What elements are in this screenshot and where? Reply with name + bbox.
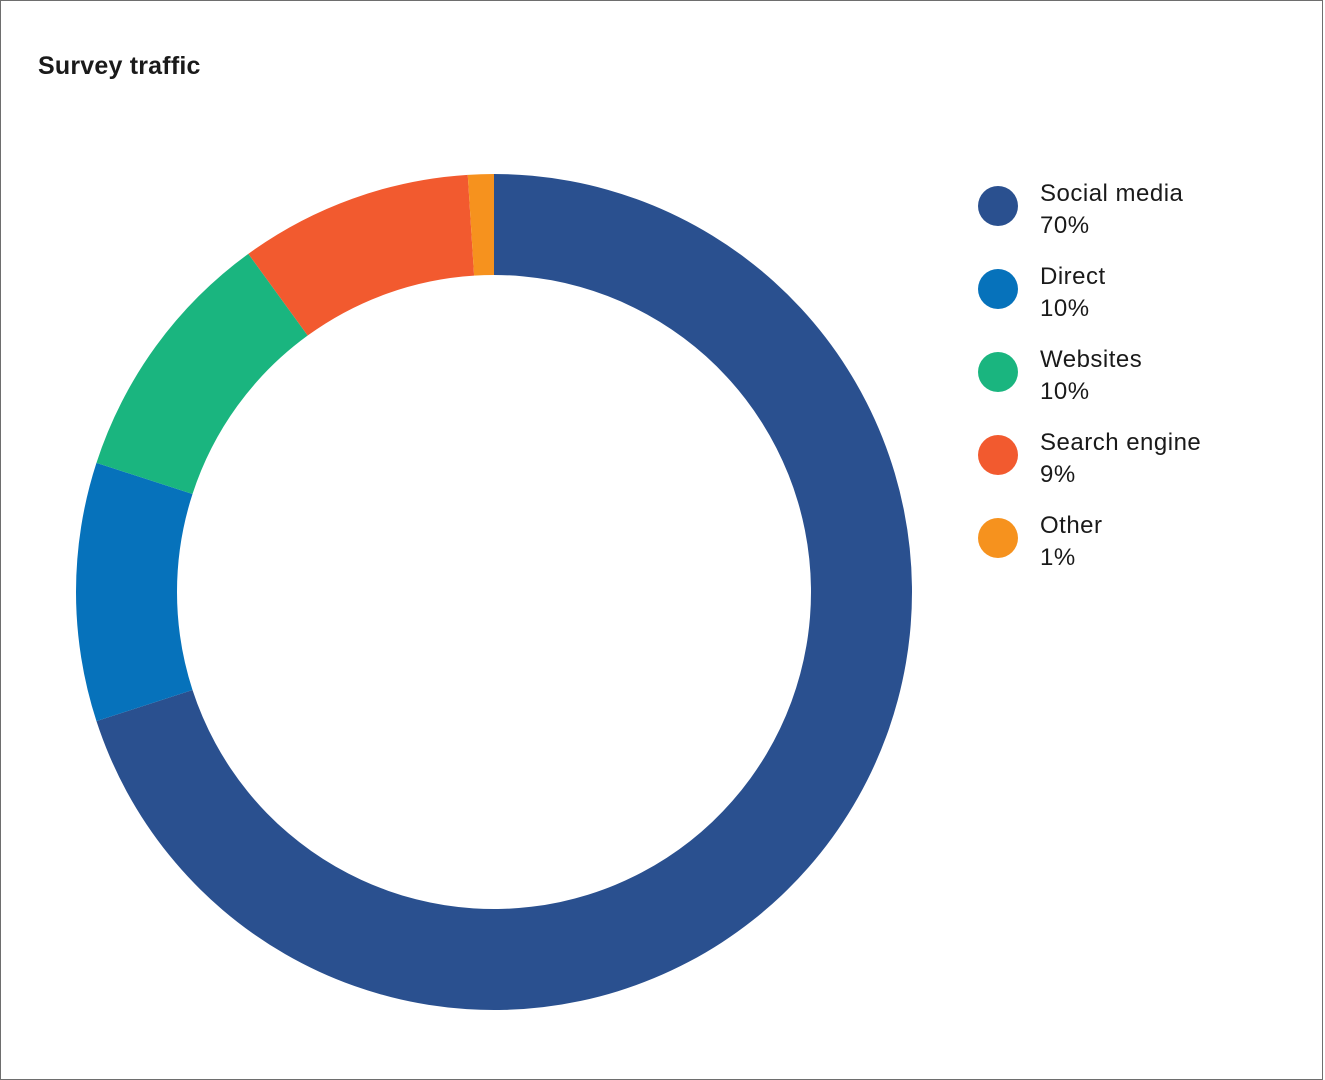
legend-label-other: Other: [1040, 512, 1103, 539]
donut-slice-direct: [76, 462, 193, 722]
legend-value-other: 1%: [1040, 544, 1076, 571]
legend-label-search-engine: Search engine: [1040, 429, 1202, 456]
donut-slice-other: [467, 174, 494, 276]
legend-value-direct: 10%: [1040, 295, 1090, 322]
legend-value-search-engine: 9%: [1040, 461, 1076, 488]
legend-swatch-other: [978, 518, 1018, 558]
donut-slice-websites: [96, 253, 308, 495]
chart-legend: Social media 70% Direct 10% Websites 10%…: [978, 178, 1201, 593]
legend-value-websites: 10%: [1040, 378, 1090, 405]
legend-item-social-media: Social media 70%: [978, 178, 1201, 261]
legend-label-websites: Websites: [1040, 346, 1143, 373]
legend-label-direct: Direct: [1040, 263, 1106, 290]
chart-title: Survey traffic: [38, 52, 201, 80]
legend-item-direct: Direct 10%: [978, 261, 1201, 344]
legend-label-social-media: Social media: [1040, 180, 1184, 207]
legend-swatch-websites: [978, 352, 1018, 392]
donut-chart: [76, 174, 912, 1011]
legend-swatch-social-media: [978, 186, 1018, 226]
legend-item-websites: Websites 10%: [978, 344, 1201, 427]
legend-swatch-search-engine: [978, 435, 1018, 475]
legend-value-social-media: 70%: [1040, 212, 1090, 239]
legend-item-other: Other 1%: [978, 510, 1201, 593]
legend-swatch-direct: [978, 269, 1018, 309]
donut-slice-search-engine: [248, 174, 475, 336]
legend-item-search-engine: Search engine 9%: [978, 427, 1201, 510]
